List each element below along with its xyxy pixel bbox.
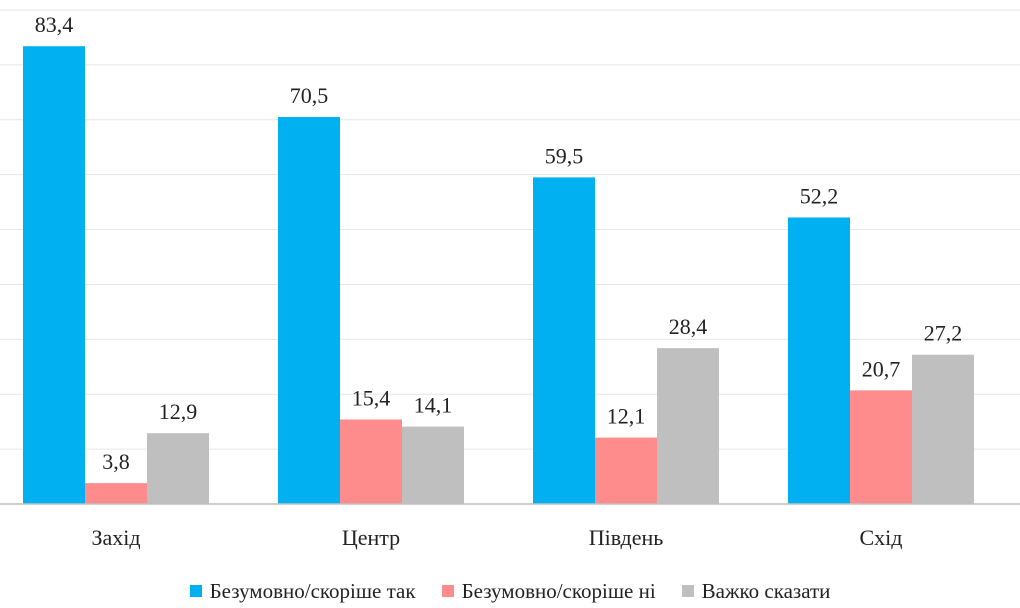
bar [533,177,595,504]
bar-chart: 83,4 3,8 12,9 70,5 15,4 14,1 59,5 12,1 28,4 52,2 2… [0,9,1020,550]
data-label: 83,4 [35,12,74,37]
value-labels: 83,4 3,8 12,9 70,5 15,4 14,1 59,5 12,1 28,4 52,2 2… [35,12,963,474]
bars [23,46,974,505]
category-labels: Захід Центр Південь Схід [91,525,902,550]
legend-item: Важко сказати [681,578,831,604]
data-label: 70,5 [290,83,329,108]
bar [278,117,340,505]
data-label: 12,1 [607,404,646,429]
category-label: Центр [342,525,400,550]
bar [402,426,464,504]
legend-label: Важко сказати [701,578,831,603]
bar [657,348,719,504]
legend-swatch [681,585,694,597]
chart-legend: Безумовно/скоріше так Безумовно/скоріше н… [0,574,1020,608]
bar [595,437,657,504]
data-label: 20,7 [862,356,901,381]
category-label: Захід [91,525,140,550]
legend-label: Безумовно/скоріше ні [461,578,656,603]
data-label: 12,9 [159,399,198,424]
bar [147,433,209,504]
data-label: 14,1 [414,393,453,418]
legend-label: Безумовно/скоріше так [209,578,416,603]
legend-swatch [189,585,202,597]
bar [23,46,85,505]
data-label: 15,4 [352,385,391,410]
legend-item: Безумовно/скоріше так [189,578,416,604]
bar [912,354,974,504]
data-label: 52,2 [800,183,839,208]
data-label: 28,4 [669,314,708,339]
bar [850,390,912,504]
data-label: 3,8 [102,449,130,474]
category-label: Схід [860,525,903,550]
bar [788,217,850,505]
legend-item: Безумовно/скоріше ні [441,578,656,604]
data-label: 27,2 [924,321,963,346]
bar [85,483,147,504]
category-label: Південь [589,525,664,550]
bar [340,419,402,504]
data-label: 59,5 [545,143,584,168]
legend-swatch [441,585,454,597]
